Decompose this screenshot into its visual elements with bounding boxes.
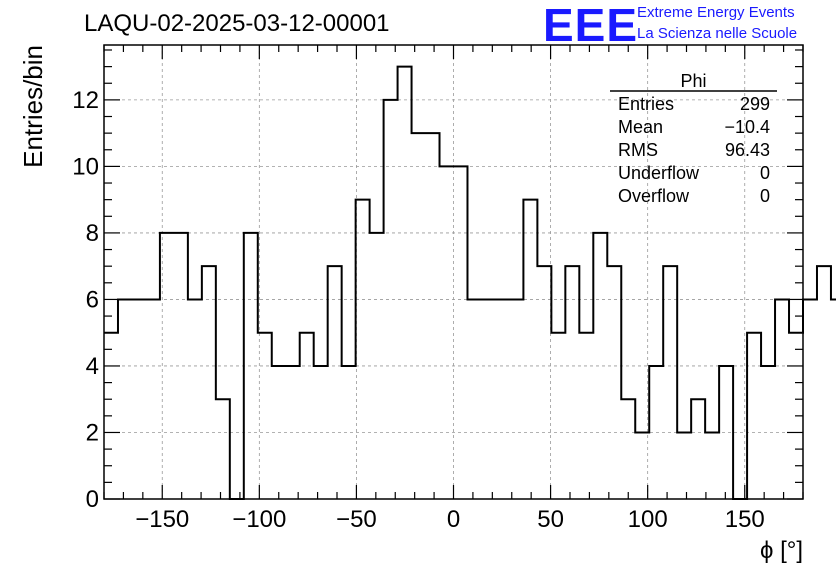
stats-value: 96.43 <box>725 140 770 160</box>
stats-value: −10.4 <box>724 117 770 137</box>
y-tick-label: 10 <box>72 153 99 180</box>
histogram-bin <box>160 233 174 499</box>
histogram-bin <box>440 166 454 499</box>
histogram-bin <box>481 299 495 499</box>
y-tick-label: 4 <box>86 353 99 380</box>
x-tick-label: 150 <box>725 506 765 533</box>
x-tick-label: −150 <box>135 506 189 533</box>
histogram-bin <box>300 333 314 499</box>
histogram-bin <box>174 233 188 499</box>
x-tick-label: −100 <box>232 506 286 533</box>
histogram-bin <box>286 366 300 499</box>
stats-label: Underflow <box>618 163 700 183</box>
x-tick-label: −50 <box>336 506 377 533</box>
histogram-bin <box>384 100 398 499</box>
histogram-bin <box>216 399 230 499</box>
histogram-bin <box>398 67 412 499</box>
stats-label: Entries <box>618 94 674 114</box>
histogram-bin <box>412 133 426 499</box>
histogram-bin <box>565 266 579 499</box>
x-axis-label: ϕ [°] <box>760 537 803 564</box>
histogram-bin <box>342 366 356 499</box>
histogram-bin <box>370 233 384 499</box>
histogram-bin <box>719 366 733 499</box>
histogram-bin <box>272 366 286 499</box>
histogram-bin <box>579 333 593 499</box>
histogram-bin <box>537 266 551 499</box>
histogram-bin <box>426 133 440 499</box>
histogram-bin <box>202 266 216 499</box>
histogram-bin <box>593 233 607 499</box>
histogram-bin <box>551 333 565 499</box>
eee-logo: EEE <box>543 0 639 51</box>
histogram-bin <box>132 299 146 499</box>
histogram-bin <box>328 266 342 499</box>
y-tick-label: 0 <box>86 486 99 513</box>
y-tick-label: 12 <box>72 87 99 114</box>
histogram-bin <box>244 233 258 499</box>
x-tick-label: 50 <box>537 506 564 533</box>
page-title: LAQU-02-2025-03-12-00001 <box>84 10 390 37</box>
histogram-bin <box>761 366 775 499</box>
y-tick-label: 8 <box>86 220 99 247</box>
histogram-bin <box>495 299 509 499</box>
histogram-bin <box>621 399 635 499</box>
stats-label: Mean <box>618 117 663 137</box>
histogram-bin <box>747 333 761 499</box>
histogram-bin <box>803 299 817 499</box>
y-axis-label: Entries/bin <box>18 45 48 168</box>
stats-value: 0 <box>760 186 770 206</box>
histogram-bin <box>523 200 537 499</box>
stats-value: 299 <box>740 94 770 114</box>
histogram-bin <box>118 299 132 499</box>
histogram-bin <box>454 166 468 499</box>
histogram-bin <box>677 432 691 499</box>
histogram-bin <box>649 366 663 499</box>
logo-caption-line1: Extreme Energy Events <box>637 4 795 21</box>
y-tick-label: 2 <box>86 419 99 446</box>
histogram-bin <box>607 266 621 499</box>
histogram-bin <box>817 266 831 499</box>
histogram-bin <box>467 299 481 499</box>
stats-label: RMS <box>618 140 658 160</box>
y-tick-label: 6 <box>86 286 99 313</box>
histogram-bin <box>258 333 272 499</box>
histogram-bin <box>831 299 836 499</box>
histogram-bin <box>356 200 370 499</box>
histogram-bin <box>775 299 789 499</box>
histogram-bin <box>705 432 719 499</box>
histogram-bin <box>314 366 328 499</box>
logo-caption-line2: La Scienza nelle Scuole <box>637 25 798 42</box>
histogram-bin <box>663 266 677 499</box>
stats-box-title: Phi <box>680 71 706 91</box>
histogram-bin <box>146 299 160 499</box>
histogram-bin <box>509 299 523 499</box>
histogram-bin <box>188 299 202 499</box>
stats-value: 0 <box>760 163 770 183</box>
x-tick-label: 0 <box>447 506 460 533</box>
histogram-bin <box>691 399 705 499</box>
stats-label: Overflow <box>618 186 690 206</box>
x-tick-label: 100 <box>628 506 668 533</box>
